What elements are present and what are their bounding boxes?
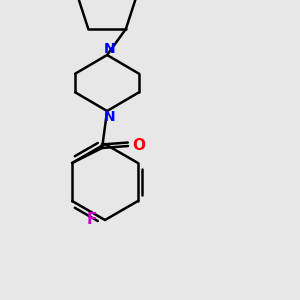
Text: N: N xyxy=(103,42,115,56)
Text: O: O xyxy=(133,139,146,154)
Text: N: N xyxy=(103,110,115,124)
Text: F: F xyxy=(87,212,97,227)
